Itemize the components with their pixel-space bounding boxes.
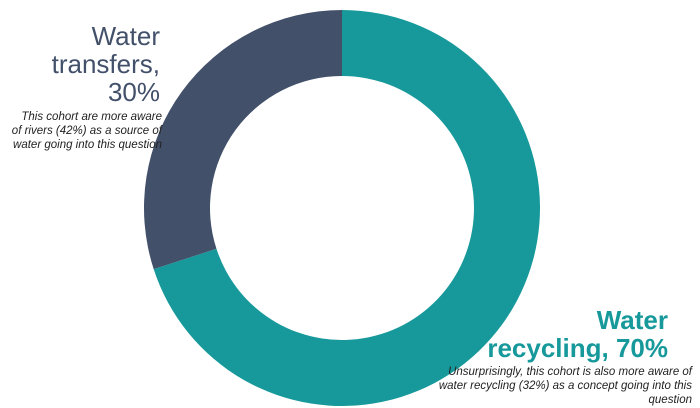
slice-water-recycling xyxy=(153,10,541,406)
transfers-label-line2: transfers, xyxy=(51,49,160,79)
transfers-label-line1: Water xyxy=(91,21,160,51)
slice-water-transfers xyxy=(143,10,342,270)
recycling-label-line2: recycling, 70% xyxy=(487,333,668,363)
recycling-label-line1: Water xyxy=(596,305,668,335)
transfers-label: Water transfers, 30% xyxy=(50,22,160,106)
recycling-note: Unsurprisingly, this cohort is also more… xyxy=(438,366,692,406)
transfers-note: This cohort are more aware of rivers (42… xyxy=(11,111,162,151)
transfers-label-line3: 30% xyxy=(107,77,160,107)
recycling-label: Water recycling, 70% xyxy=(460,306,668,362)
